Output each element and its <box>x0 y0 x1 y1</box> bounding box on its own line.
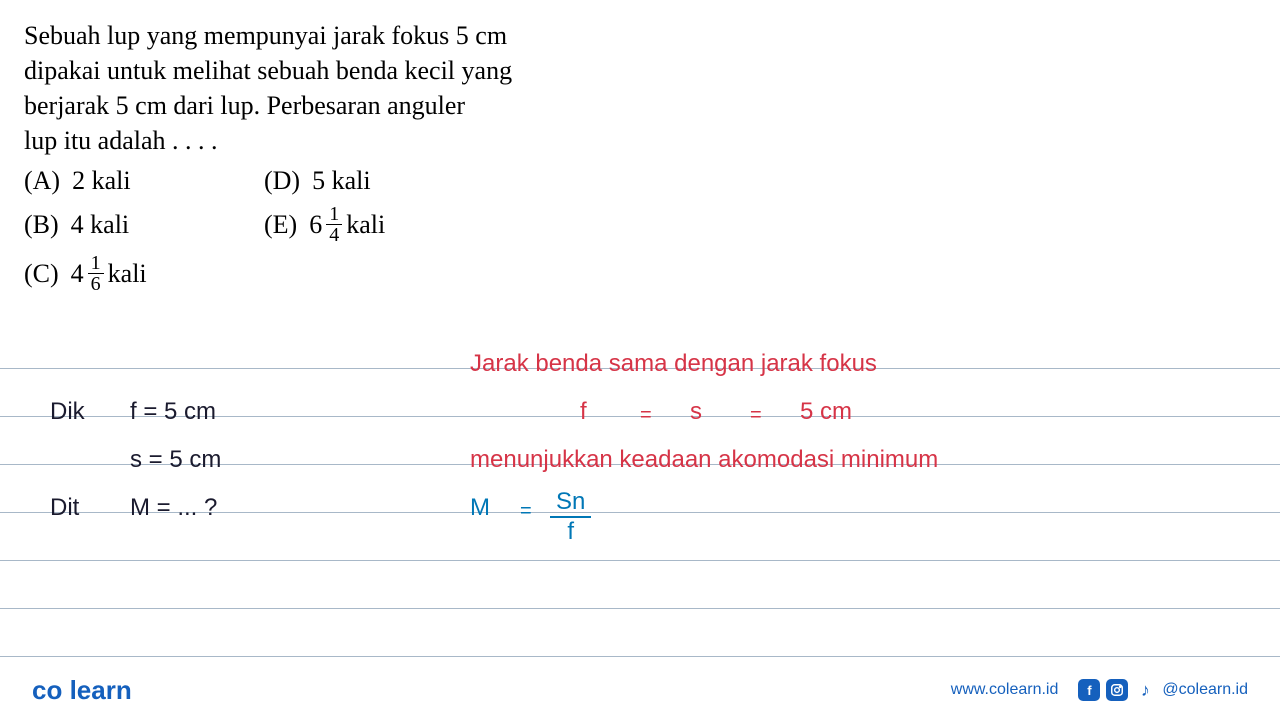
option-e-label: (E) <box>264 210 297 240</box>
dit-label: Dit <box>50 494 79 522</box>
option-e-den: 4 <box>326 225 342 245</box>
formula-eq: = <box>520 500 532 523</box>
option-c-unit: kali <box>108 259 147 289</box>
note-2c: s <box>690 398 702 426</box>
logo-learn: learn <box>70 675 132 705</box>
logo-co: co <box>32 675 62 705</box>
option-d-label: (D) <box>264 166 300 196</box>
option-e-fraction: 1 4 <box>326 204 342 245</box>
option-b: (B) 4 kali <box>24 204 264 245</box>
paper-line <box>0 560 1280 561</box>
option-c-label: (C) <box>24 259 59 289</box>
dik-f: f = 5 cm <box>130 398 216 426</box>
option-e-num: 1 <box>326 204 342 225</box>
footer: co learn www.colearn.id f ♪ @colearn.id <box>0 660 1280 720</box>
footer-right: www.colearn.id f ♪ @colearn.id <box>951 679 1248 701</box>
social-icons: f ♪ @colearn.id <box>1078 679 1248 701</box>
question-line-3: berjarak 5 cm dari lup. Perbesaran angul… <box>24 91 465 120</box>
note-3: menunjukkan keadaan akomodasi minimum <box>470 446 938 474</box>
option-b-label: (B) <box>24 210 59 240</box>
option-d-text: 5 kali <box>312 166 371 196</box>
option-a: (A) 2 kali <box>24 166 264 196</box>
option-d: (D) 5 kali <box>264 166 504 196</box>
footer-url: www.colearn.id <box>951 681 1059 699</box>
question-line-1: Sebuah lup yang mempunyai jarak fokus 5 … <box>24 21 507 50</box>
formula-fraction: Sn f <box>550 490 591 544</box>
option-c-den: 6 <box>88 274 104 294</box>
note-2b: = <box>640 404 652 427</box>
option-c-fraction: 1 6 <box>88 253 104 294</box>
question-line-2: dipakai untuk melihat sebuah benda kecil… <box>24 56 512 85</box>
option-c-whole: 4 <box>71 259 84 289</box>
dik-label: Dik <box>50 398 85 426</box>
question-text: Sebuah lup yang mempunyai jarak fokus 5 … <box>24 18 616 158</box>
logo-dot <box>62 675 69 705</box>
note-2a: f <box>580 398 587 426</box>
formula-m: M <box>470 494 490 522</box>
dik-s: s = 5 cm <box>130 446 221 474</box>
question-line-4: lup itu adalah . . . . <box>24 126 218 155</box>
note-2d: = <box>750 404 762 427</box>
options-grid: (A) 2 kali (D) 5 kali (B) 4 kali (E) 6 1… <box>24 166 616 294</box>
option-e: (E) 6 1 4 kali <box>264 204 504 245</box>
note-1: Jarak benda sama dengan jarak fokus <box>470 350 877 378</box>
question-block: Sebuah lup yang mempunyai jarak fokus 5 … <box>0 0 640 294</box>
brand-logo: co learn <box>32 675 132 706</box>
tiktok-icon: ♪ <box>1134 679 1156 701</box>
option-b-text: 4 kali <box>71 210 130 240</box>
option-c-num: 1 <box>88 253 104 274</box>
note-2e: 5 cm <box>800 398 852 426</box>
option-e-whole: 6 <box>309 210 322 240</box>
option-a-label: (A) <box>24 166 60 196</box>
option-c: (C) 4 1 6 kali <box>24 253 264 294</box>
paper-line <box>0 656 1280 657</box>
paper-line <box>0 608 1280 609</box>
formula-num: Sn <box>550 490 591 518</box>
dit-m: M = ... ? <box>130 494 217 522</box>
option-a-text: 2 kali <box>72 166 131 196</box>
footer-handle: @colearn.id <box>1162 681 1248 699</box>
instagram-icon <box>1106 679 1128 701</box>
formula-den: f <box>561 518 580 544</box>
facebook-icon: f <box>1078 679 1100 701</box>
option-e-unit: kali <box>346 210 385 240</box>
